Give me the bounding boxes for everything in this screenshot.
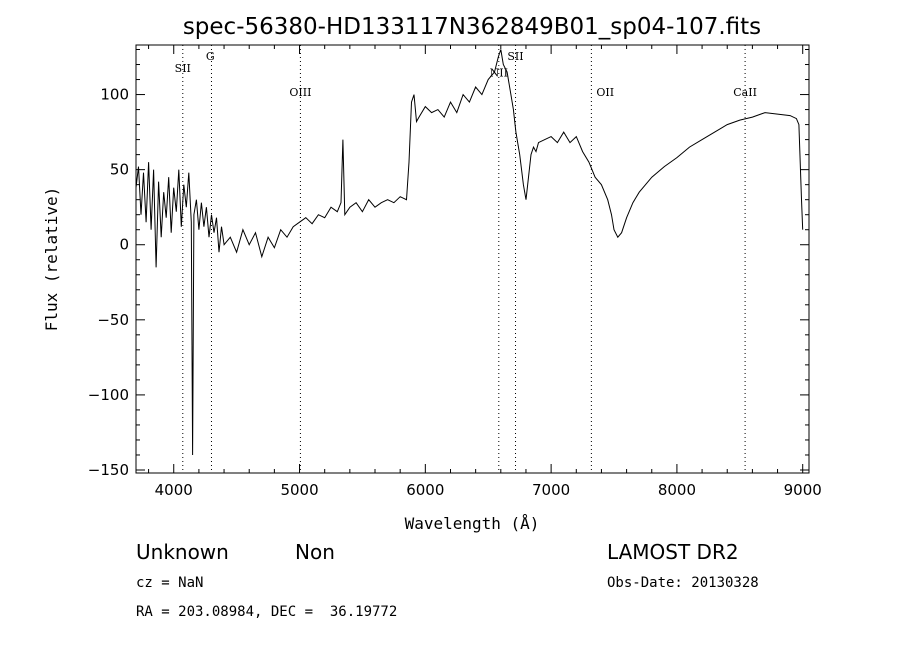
y-tick-label: −50 xyxy=(97,311,129,329)
line-marker-label: NII xyxy=(490,67,508,80)
cz-value: cz = NaN xyxy=(136,575,204,591)
x-axis-label: Wavelength (Å) xyxy=(405,514,540,533)
object-class: Unknown xyxy=(136,540,229,564)
line-marker-label: SII xyxy=(507,50,523,63)
obs-date: Obs-Date: 20130328 xyxy=(607,575,759,591)
x-tick-label: 4000 xyxy=(155,481,193,499)
axis-ticks: 4000 5000 6000 7000 8000 9000 −150 −100 −50 0 50 10… xyxy=(88,45,822,499)
x-tick-label: 8000 xyxy=(658,481,696,499)
chart-title: spec-56380-HD133117N362849B01_sp04-107.f… xyxy=(183,14,761,40)
plot-frame xyxy=(135,44,810,474)
x-tick-label: 9000 xyxy=(784,481,822,499)
x-tick-label: 5000 xyxy=(280,481,318,499)
y-tick-label: −100 xyxy=(88,386,129,404)
spectrum-series xyxy=(136,49,804,456)
line-marker-label: SII xyxy=(175,62,191,75)
spectrum-line xyxy=(136,49,804,456)
x-tick-label: 6000 xyxy=(406,481,444,499)
coordinates: RA = 203.08984, DEC = 36.19772 xyxy=(136,604,398,620)
y-tick-label: 100 xyxy=(100,86,129,104)
y-axis-label: Flux (relative) xyxy=(42,187,61,332)
line-markers: SII G OIII NII SII OII CaII xyxy=(175,45,757,473)
x-tick-label: 7000 xyxy=(532,481,570,499)
line-marker-label: OII xyxy=(596,86,614,99)
line-marker-label: CaII xyxy=(733,86,757,99)
y-tick-label: −150 xyxy=(88,461,129,479)
y-tick-label: 50 xyxy=(110,161,129,179)
y-tick-label: 0 xyxy=(119,236,129,254)
line-marker-label: G xyxy=(206,50,215,63)
object-subclass: Non xyxy=(295,540,335,564)
line-marker-label: OIII xyxy=(289,86,311,99)
survey-label: LAMOST DR2 xyxy=(607,540,739,564)
